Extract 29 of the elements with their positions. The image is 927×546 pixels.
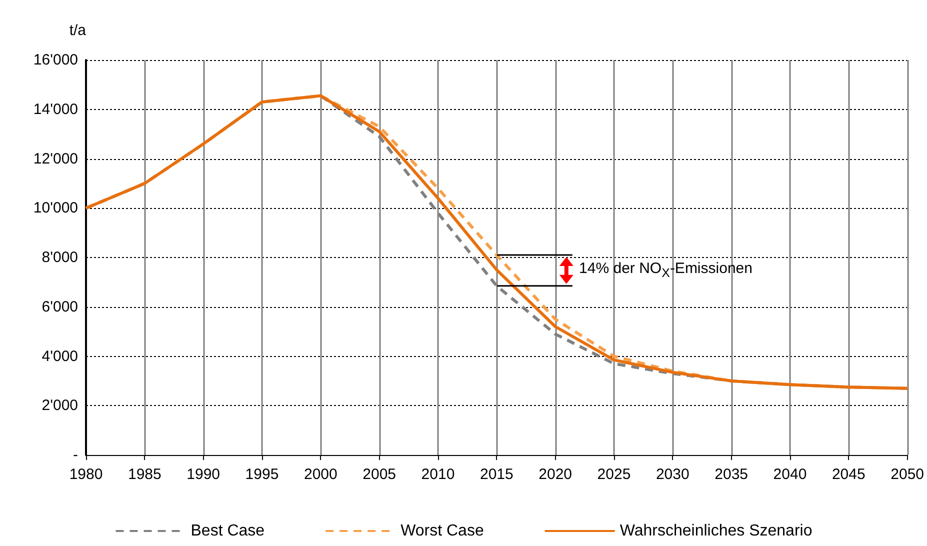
y-tick-label: 14'000 (33, 100, 78, 118)
y-tick-label: 8'000 (42, 249, 78, 266)
legend-label: Worst Case (400, 522, 484, 540)
x-tick-label: 1980 (69, 466, 103, 483)
x-tick-label: 2015 (480, 466, 514, 483)
y-tick-label: 12'000 (33, 150, 78, 168)
x-tick-label: 2045 (832, 466, 866, 483)
y-tick-label: 4'000 (42, 348, 78, 365)
x-tick-label: 2005 (362, 466, 396, 483)
x-tick-label: 2025 (597, 466, 631, 483)
x-tick-label: 1990 (186, 466, 220, 483)
x-tick-label: 2050 (890, 466, 924, 483)
y-tick-label: 2'000 (42, 397, 78, 414)
legend-label: Best Case (190, 522, 265, 540)
y-tick-label: 10'000 (33, 200, 78, 217)
x-tick-label: 2010 (421, 466, 455, 483)
y-tick-label: 16'000 (33, 52, 78, 68)
y-tick-label: 6'000 (42, 298, 78, 316)
x-tick-label: 2035 (714, 466, 748, 483)
x-tick-label: 2030 (656, 466, 690, 483)
x-tick-label: 2000 (304, 466, 338, 483)
x-tick-label: 2040 (773, 466, 807, 483)
annotation: 14% der NO$_{X}$-Emissionen (579, 260, 752, 280)
y-axis-title: t/a (69, 22, 87, 39)
y-tick-label: - (73, 446, 78, 464)
x-tick-label: 1985 (128, 466, 162, 483)
legend-label: Wahrscheinliches Szenario (620, 522, 812, 540)
x-tick-label: 2020 (538, 466, 572, 483)
x-tick-label: 1995 (245, 466, 279, 483)
